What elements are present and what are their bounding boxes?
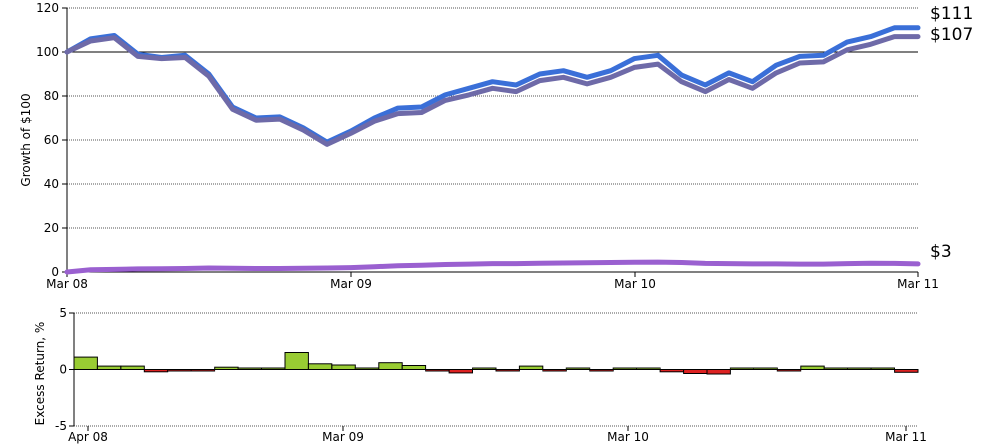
excess-return-bar xyxy=(565,367,591,370)
series-end-label-2: $107 xyxy=(930,25,973,45)
x-tick-label: Mar 11 xyxy=(885,430,927,444)
excess-return-bar xyxy=(401,365,427,370)
excess-return-bar xyxy=(354,367,380,370)
y-tick-label: 60 xyxy=(44,133,59,147)
excess-return-bar xyxy=(612,367,638,370)
excess-return-bar xyxy=(261,367,286,370)
excess-return-bar xyxy=(425,369,450,372)
excess-return-bar xyxy=(472,367,497,370)
y-tick-label: 20 xyxy=(44,221,59,235)
excess-return-bar-chart: -5 0 5 Apr 08 Mar 09 Mar 10 Mar 11 Excess Retur… xyxy=(33,306,927,444)
series-end-label-1: $111 xyxy=(930,4,973,24)
series-line-2 xyxy=(64,34,921,147)
y-tick-label: 5 xyxy=(59,306,67,320)
x-tick-label: Mar 08 xyxy=(46,277,88,291)
series-end-label-3: $3 xyxy=(930,242,952,262)
excess-return-bar xyxy=(284,352,309,370)
excess-return-bar xyxy=(753,367,778,370)
excess-return-bar xyxy=(237,367,263,370)
excess-return-bar xyxy=(518,365,544,370)
y-tick-label: -5 xyxy=(55,419,67,433)
excess-return-bar xyxy=(143,369,169,373)
y-tick-label: 120 xyxy=(36,1,59,15)
excess-return-bar xyxy=(96,365,122,370)
series-line-1 xyxy=(64,25,921,145)
excess-return-bar xyxy=(542,369,567,372)
x-tick-label: Mar 10 xyxy=(614,277,656,291)
growth-line-chart: 0 20 40 60 80 100 120 Mar 08 Mar 09 Mar 10 Mar 11 G… xyxy=(19,1,973,291)
excess-return-bar xyxy=(214,366,239,370)
y-tick-label: 100 xyxy=(36,45,59,59)
excess-return-bar xyxy=(683,369,708,374)
x-tick-label: Mar 11 xyxy=(897,277,939,291)
excess-return-bar xyxy=(589,369,614,372)
x-tick-label: Apr 08 xyxy=(68,430,108,444)
excess-return-bar xyxy=(823,367,849,370)
excess-return-bar xyxy=(776,369,802,372)
excess-return-bar xyxy=(659,369,684,373)
y-tick-label: 80 xyxy=(44,89,59,103)
x-tick-label: Mar 09 xyxy=(330,277,372,291)
excess-return-bar xyxy=(167,369,192,372)
excess-return-bar xyxy=(448,369,474,374)
excess-return-bar xyxy=(706,369,731,375)
y-tick-label: 0 xyxy=(51,265,59,279)
y-axis-title: Growth of $100 xyxy=(19,93,33,186)
excess-return-bar xyxy=(120,365,145,370)
excess-return-bar xyxy=(73,356,98,370)
excess-return-bar xyxy=(307,363,333,371)
y-tick-label: 40 xyxy=(44,177,59,191)
y-axis-title: Excess Return, % xyxy=(33,322,47,426)
excess-return-bar xyxy=(331,364,356,370)
excess-return-bar xyxy=(870,367,895,370)
y-tick-label: 0 xyxy=(59,363,67,377)
excess-return-bar xyxy=(190,369,216,372)
excess-return-bar xyxy=(894,369,919,373)
excess-return-bar xyxy=(495,369,520,372)
x-tick-label: Mar 09 xyxy=(322,430,364,444)
excess-return-bar xyxy=(378,362,403,370)
excess-return-bar xyxy=(800,365,825,370)
excess-return-bar xyxy=(636,367,661,370)
x-tick-label: Mar 10 xyxy=(607,430,649,444)
excess-return-bar xyxy=(729,367,755,370)
excess-return-bar xyxy=(847,367,872,370)
series-line-3 xyxy=(64,259,921,275)
